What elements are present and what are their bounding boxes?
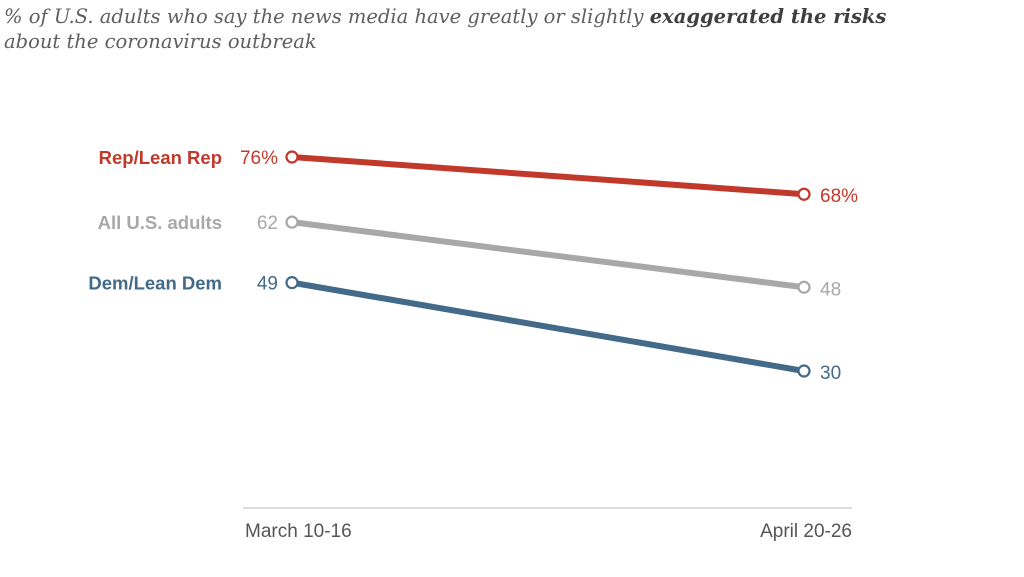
value-label-rep-lean-rep-2: 68% — [820, 186, 858, 207]
series-label-dem-lean-dem: Dem/Lean Dem — [88, 273, 222, 294]
value-label-all-u-s-adults-1: 62 — [257, 213, 278, 234]
series-label-all-u-s-adults: All U.S. adults — [98, 212, 222, 233]
subtitle-text-start: % of U.S. adults who say the news media … — [4, 5, 650, 28]
series-label-rep-lean-rep: Rep/Lean Rep — [99, 147, 222, 168]
subtitle-emphasis: exaggerated the risks — [649, 5, 887, 28]
series-line-all-u-s-adults — [291, 219, 805, 291]
data-point-rep-lean-rep-1 — [285, 150, 299, 164]
data-point-dem-lean-dem-1 — [285, 276, 299, 290]
series-line-dem-lean-dem — [291, 279, 805, 374]
chart-subtitle: % of U.S. adults who say the news media … — [4, 4, 1014, 54]
data-point-dem-lean-dem-2 — [797, 364, 811, 378]
data-point-rep-lean-rep-2 — [797, 187, 811, 201]
data-point-all-u-s-adults-1 — [285, 215, 299, 229]
value-label-all-u-s-adults-2: 48 — [820, 279, 841, 300]
x-tick-label-1: March 10-16 — [245, 521, 352, 542]
value-label-rep-lean-rep-1: 76% — [240, 148, 278, 169]
x-tick-label-2: April 20-26 — [760, 521, 852, 542]
series-line-rep-lean-rep — [291, 154, 805, 198]
value-label-dem-lean-dem-2: 30 — [820, 363, 841, 384]
data-point-all-u-s-adults-2 — [797, 280, 811, 294]
value-label-dem-lean-dem-1: 49 — [257, 274, 278, 295]
subtitle-text-end: about the coronavirus outbreak — [4, 30, 317, 53]
